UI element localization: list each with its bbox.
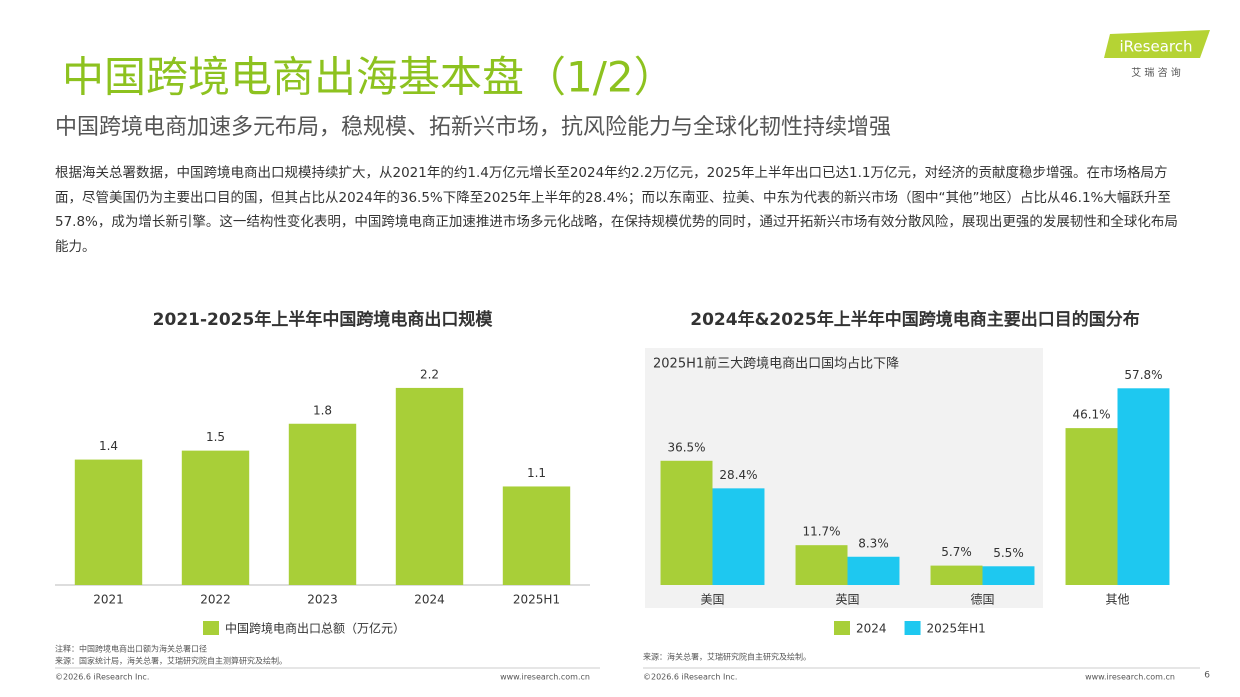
x-tick-label: 德国	[970, 592, 994, 607]
data-label: 11.7%	[802, 525, 840, 539]
x-tick-label: 2021	[93, 593, 124, 607]
x-tick-label: 英国	[835, 593, 859, 607]
url: www.iresearch.com.cn	[500, 673, 590, 682]
legend-swatch	[904, 621, 921, 635]
bar	[930, 565, 983, 585]
logo-sub: 艾 瑞 咨 询	[1131, 66, 1181, 79]
logo-shape	[1104, 30, 1210, 58]
bar	[288, 423, 357, 585]
legend-label: 2024	[856, 622, 887, 636]
copyright: ©2026.6 iResearch Inc.	[643, 673, 737, 682]
copyright: ©2026.6 iResearch Inc.	[55, 673, 149, 682]
bar	[982, 566, 1035, 585]
bar	[795, 545, 848, 585]
bar	[395, 387, 464, 585]
data-label: 36.5%	[667, 440, 705, 454]
body-text: 根据海关总署数据，中国跨境电商出口规模持续扩大，从2021年的约1.4万亿元增长…	[55, 165, 1178, 255]
bar	[660, 460, 713, 585]
logo: iResearch	[1120, 38, 1193, 56]
data-label: 28.4%	[719, 468, 757, 482]
page-number: 6	[1204, 671, 1210, 681]
x-tick-label: 2022	[200, 593, 231, 607]
data-label: 1.5	[206, 430, 225, 444]
chart-title: 2024年&2025年上半年中国跨境电商主要出口目的国分布	[690, 309, 1139, 330]
bar	[502, 486, 571, 585]
data-label: 1.4	[99, 439, 118, 453]
slide-subtitle: 中国跨境电商加速多元布局，稳规模、拓新兴市场，抗风险能力与全球化韧性持续增强	[55, 115, 891, 140]
data-label: 1.1	[527, 466, 546, 480]
x-tick-label: 2023	[307, 593, 338, 607]
bar	[712, 488, 765, 585]
bar	[1065, 428, 1118, 585]
data-label: 57.8%	[1124, 368, 1162, 382]
bar	[1117, 388, 1170, 585]
data-label: 5.5%	[993, 546, 1024, 560]
source: 来源：国家统计局，海关总署，艾瑞研究院自主测算研究及绘制。	[55, 656, 287, 666]
data-label: 8.3%	[858, 536, 889, 550]
data-label: 46.1%	[1072, 408, 1110, 422]
source: 来源：海关总署，艾瑞研究院自主研究及绘制。	[643, 652, 811, 662]
x-tick-label: 2025H1	[513, 593, 560, 607]
bar	[847, 556, 900, 585]
legend-label: 中国跨境电商出口总额（万亿元）	[225, 621, 405, 636]
legend-swatch	[203, 621, 219, 635]
url: www.iresearch.com.cn	[1085, 673, 1175, 682]
annotation: 2025H1前三大跨境电商出口国均占比下降	[653, 356, 899, 372]
chart-title: 2021-2025年上半年中国跨境电商出口规模	[153, 309, 494, 330]
data-label: 2.2	[420, 367, 439, 381]
slide-title: 中国跨境电商出海基本盘（1/2）	[62, 53, 676, 102]
data-label: 5.7%	[941, 545, 972, 559]
bar	[74, 459, 143, 585]
legend-label: 2025年H1	[927, 622, 986, 636]
x-tick-label: 其他	[1105, 593, 1129, 607]
note: 注释：中国跨境电商出口额为海关总署口径	[55, 644, 207, 654]
legend-swatch	[834, 621, 850, 635]
x-tick-label: 美国	[700, 593, 724, 607]
x-tick-label: 2024	[414, 593, 445, 607]
data-label: 1.8	[313, 403, 332, 417]
bar	[181, 450, 250, 585]
